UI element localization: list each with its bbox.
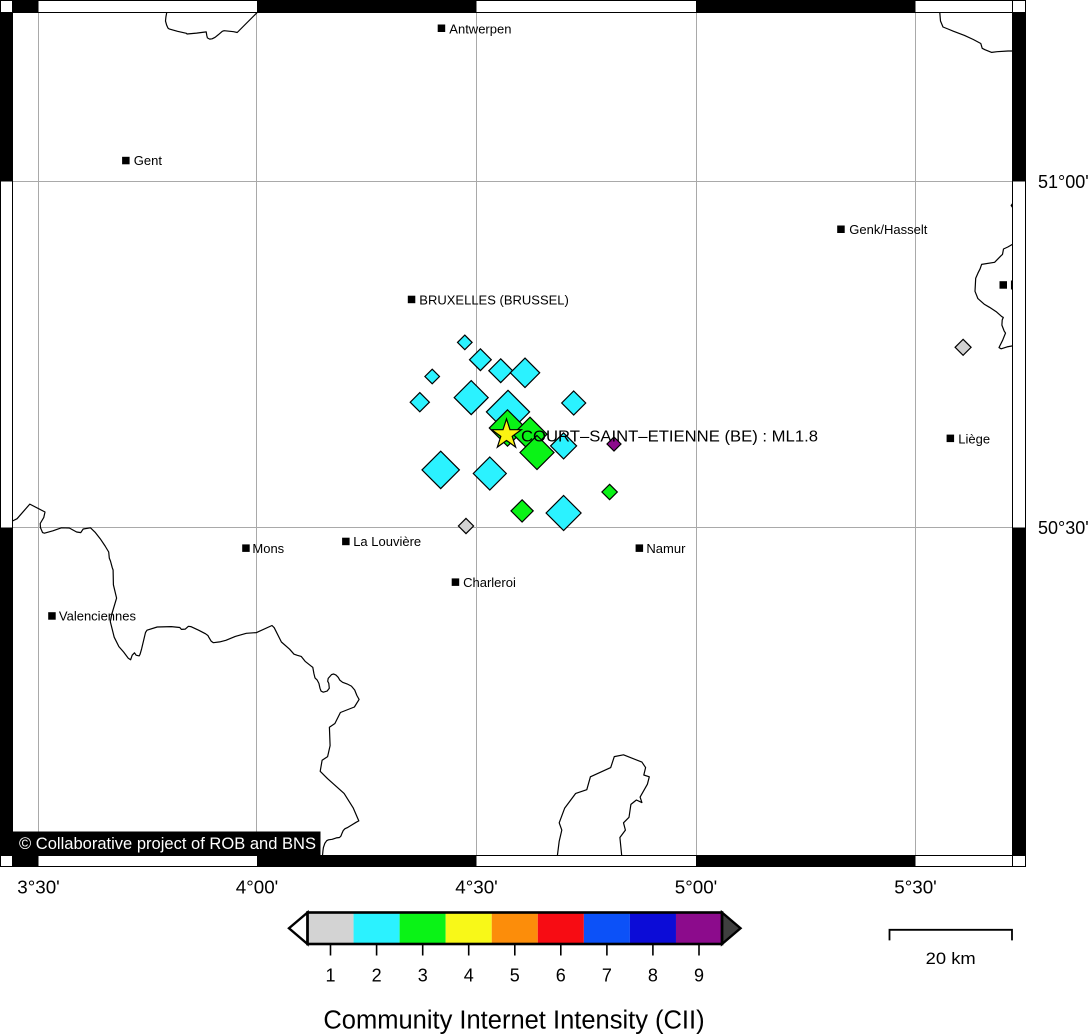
svg-text:3°30': 3°30' [17,878,60,898]
svg-text:6: 6 [556,966,566,986]
svg-text:Community Internet Intensity (: Community Internet Intensity (CII) [323,1007,704,1035]
svg-text:Antwerpen: Antwerpen [449,21,511,36]
svg-text:4: 4 [464,966,474,986]
svg-text:3: 3 [418,966,428,986]
svg-text:5°30': 5°30' [894,878,937,898]
svg-text:COURT–SAINT–ETIENNE (BE) : ML1: COURT–SAINT–ETIENNE (BE) : ML1.8 [521,429,818,446]
svg-text:9: 9 [694,966,704,986]
svg-text:BRUXELLES (BRUSSEL): BRUXELLES (BRUSSEL) [419,292,569,307]
svg-text:Liège: Liège [958,431,990,446]
svg-text:Genk/Hasselt: Genk/Hasselt [849,222,927,237]
svg-text:Valenciennes: Valenciennes [59,609,137,624]
svg-text:50°30': 50°30' [1038,518,1088,538]
svg-text:Mons: Mons [252,541,284,556]
svg-text:2: 2 [372,966,382,986]
svg-text:Maastricht: Maastricht [1010,278,1070,293]
svg-text:4°00': 4°00' [236,878,279,898]
svg-text:© Collaborative project of ROB: © Collaborative project of ROB and BNS [19,835,316,853]
svg-text:51°00': 51°00' [1038,172,1088,192]
svg-text:20 km: 20 km [926,950,976,968]
svg-text:8: 8 [648,966,658,986]
svg-text:Gent: Gent [134,153,163,168]
svg-text:4°30': 4°30' [455,878,498,898]
svg-text:1: 1 [325,966,335,986]
svg-text:Namur: Namur [646,541,686,556]
svg-text:7: 7 [602,966,612,986]
svg-text:5: 5 [510,966,520,986]
svg-text:Charleroi: Charleroi [463,575,516,590]
svg-text:La Louvière: La Louvière [353,534,421,549]
svg-text:5°00': 5°00' [675,878,718,898]
